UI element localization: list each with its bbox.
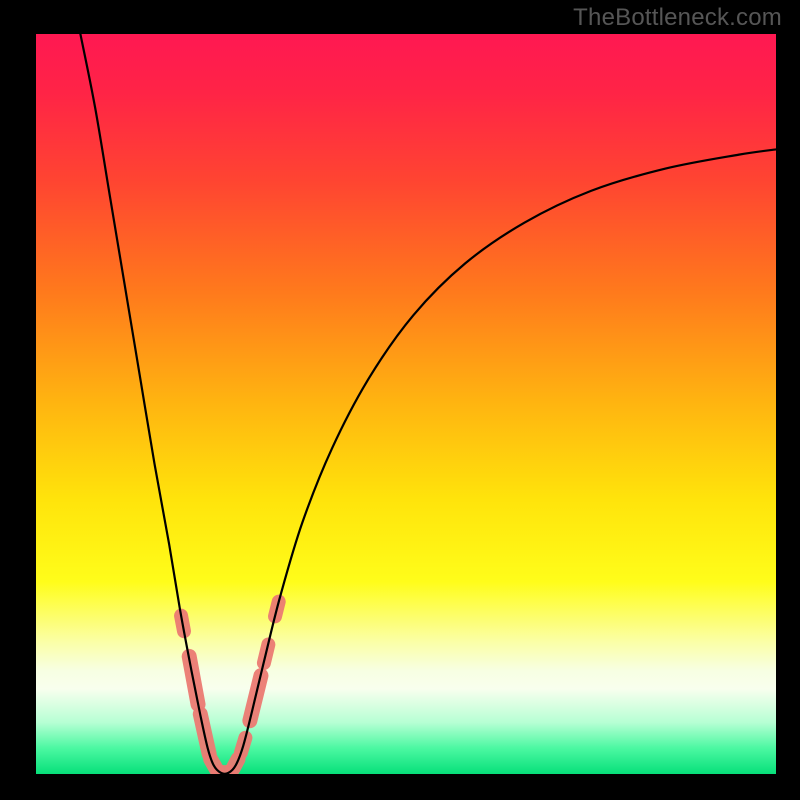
chart-frame: TheBottleneck.com bbox=[0, 0, 800, 800]
gradient-background bbox=[36, 34, 776, 774]
bottleneck-chart-svg bbox=[0, 0, 800, 800]
